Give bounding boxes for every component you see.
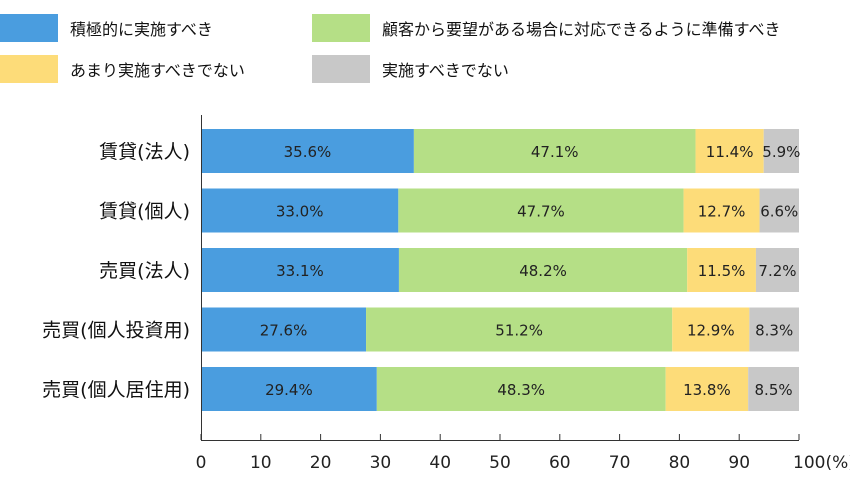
data-label: 35.6% bbox=[284, 143, 332, 161]
data-label: 8.5% bbox=[755, 381, 793, 399]
data-label: 8.3% bbox=[755, 322, 793, 340]
legend-label: 顧客から要望がある場合に対応できるように準備すべき bbox=[382, 20, 781, 39]
bar-segment bbox=[201, 248, 399, 292]
bar-segment bbox=[665, 367, 749, 411]
category-label: 売買(個人投資用) bbox=[42, 320, 190, 342]
x-tick-label: 20 bbox=[310, 453, 332, 473]
legend-label: 積極的に実施すべき bbox=[70, 20, 213, 39]
bar-segment bbox=[376, 367, 666, 411]
data-label: 5.9% bbox=[762, 143, 800, 161]
bar-segment bbox=[366, 307, 673, 352]
legend-swatch-green bbox=[312, 14, 370, 42]
category-label: 賃貸(個人) bbox=[99, 201, 190, 223]
category-label: 売買(法人) bbox=[99, 260, 190, 282]
x-tick-label: 0 bbox=[196, 453, 207, 473]
x-tick-label: 80 bbox=[669, 453, 691, 473]
bar-segment bbox=[201, 129, 414, 173]
category-label: 売買(個人居住用) bbox=[42, 379, 190, 401]
data-label: 11.5% bbox=[698, 262, 746, 280]
legend-swatch-yellow bbox=[0, 55, 58, 83]
bar-segment bbox=[398, 248, 688, 292]
bar-segment bbox=[672, 307, 750, 352]
bar-segment bbox=[201, 367, 377, 411]
legend-swatch-blue bbox=[0, 14, 58, 42]
bar-segment bbox=[201, 307, 367, 352]
bar-segment bbox=[683, 188, 760, 233]
x-tick-label: 40 bbox=[429, 453, 451, 473]
bar-segment bbox=[695, 129, 764, 173]
bar-segment bbox=[755, 248, 799, 292]
data-label: 48.3% bbox=[497, 381, 545, 399]
legend-swatch-gray bbox=[312, 55, 370, 83]
category-label: 賃貸(法人) bbox=[99, 141, 190, 163]
data-label: 48.2% bbox=[519, 262, 567, 280]
bar-segment bbox=[749, 307, 799, 352]
bar-segment bbox=[201, 188, 399, 233]
x-tick-label: 100(%) bbox=[793, 453, 850, 473]
data-label: 47.7% bbox=[517, 203, 565, 221]
data-label: 33.0% bbox=[276, 203, 324, 221]
data-label: 51.2% bbox=[495, 322, 543, 340]
x-tick-label: 10 bbox=[250, 453, 272, 473]
legend-item-should-not: 実施すべきでない bbox=[312, 55, 509, 83]
data-label: 11.4% bbox=[706, 143, 754, 161]
data-label: 27.6% bbox=[260, 322, 308, 340]
bar-segment bbox=[398, 188, 684, 233]
bar-segment bbox=[748, 367, 799, 411]
legend-label: 実施すべきでない bbox=[382, 61, 509, 80]
data-label: 7.2% bbox=[758, 262, 796, 280]
data-label: 6.6% bbox=[760, 203, 798, 221]
legend-item-prepare-on-request: 顧客から要望がある場合に対応できるように準備すべき bbox=[312, 14, 781, 42]
x-tick-label: 90 bbox=[728, 453, 750, 473]
bar-segment bbox=[413, 129, 696, 173]
x-tick-label: 30 bbox=[370, 453, 392, 473]
x-tick-label: 70 bbox=[609, 453, 631, 473]
bar-segment bbox=[759, 188, 799, 233]
data-label: 12.7% bbox=[698, 203, 746, 221]
data-label: 13.8% bbox=[683, 381, 731, 399]
data-label: 47.1% bbox=[531, 143, 579, 161]
x-tick-label: 50 bbox=[489, 453, 511, 473]
legend-label: あまり実施すべきでない bbox=[70, 61, 245, 80]
bar-segment bbox=[687, 248, 756, 292]
data-label: 33.1% bbox=[276, 262, 324, 280]
x-tick-label: 60 bbox=[549, 453, 571, 473]
legend-item-rather-not: あまり実施すべきでない bbox=[0, 55, 245, 83]
legend-item-actively-implement: 積極的に実施すべき bbox=[0, 14, 213, 42]
data-label: 12.9% bbox=[687, 322, 735, 340]
bar-segment bbox=[763, 129, 799, 173]
data-label: 29.4% bbox=[265, 381, 313, 399]
legend: 積極的に実施すべき 顧客から要望がある場合に対応できるように準備すべき あまり実… bbox=[0, 0, 850, 90]
